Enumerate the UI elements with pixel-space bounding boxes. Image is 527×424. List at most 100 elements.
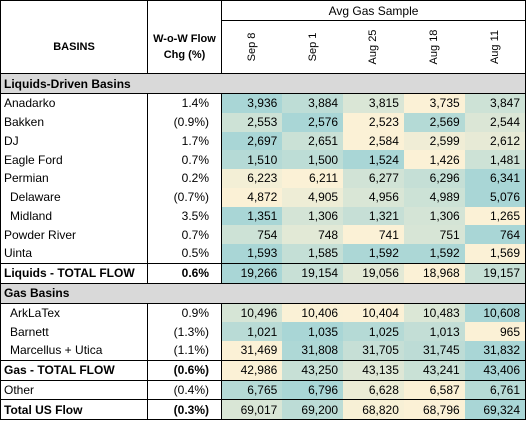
section-gas: Gas Basins bbox=[0, 282, 527, 304]
basin-row: Midland 3.5% 1,351 1,306 1,321 1,306 1,265 bbox=[0, 206, 527, 226]
wow-header-line1: W-o-W Flow bbox=[153, 32, 216, 45]
basin-row: Barnett (1.3%) 1,021 1,035 1,025 1,013 965 bbox=[0, 322, 527, 341]
wow-header: W-o-W Flow Chg (%) bbox=[147, 20, 222, 74]
basin-name: Delaware bbox=[0, 187, 148, 207]
flow-value: 10,404 bbox=[343, 303, 404, 323]
basin-name: Uinta bbox=[0, 244, 148, 264]
basin-name: Total US Flow bbox=[0, 399, 148, 420]
flow-value: 19,266 bbox=[221, 262, 283, 284]
flow-value: 6,341 bbox=[464, 169, 527, 188]
flow-value: 43,250 bbox=[282, 359, 344, 381]
basin-row: Marcellus + Utica (1.1%) 31,469 31,808 31,70… bbox=[0, 341, 527, 361]
wow-change: (1.3%) bbox=[147, 322, 222, 341]
flow-value: 10,483 bbox=[403, 303, 465, 323]
flow-value: 1,013 bbox=[403, 322, 465, 341]
flow-value: 4,905 bbox=[282, 187, 344, 207]
date-header-3: Aug 18 bbox=[403, 20, 465, 74]
flow-value: 1,510 bbox=[221, 150, 283, 169]
flow-value: 4,956 bbox=[343, 187, 404, 207]
flow-value: 6,765 bbox=[221, 380, 283, 401]
flow-value: 1,021 bbox=[221, 322, 283, 341]
flow-value: 3,847 bbox=[464, 93, 527, 113]
flow-value: 1,265 bbox=[464, 206, 527, 226]
flow-value: 2,599 bbox=[403, 131, 465, 151]
date-header-4: Aug 11 bbox=[464, 20, 527, 74]
section-liquids: Liquids-Driven Basins bbox=[0, 73, 527, 94]
basin-name: DJ bbox=[0, 131, 148, 151]
flow-value: 1,481 bbox=[464, 150, 527, 169]
flow-value: 754 bbox=[221, 225, 283, 244]
basin-row: Eagle Ford 0.7% 1,510 1,500 1,524 1,426 1,481 bbox=[0, 150, 527, 169]
header-blank-2 bbox=[147, 0, 222, 21]
flow-value: 19,154 bbox=[282, 262, 344, 284]
flow-value: 1,593 bbox=[221, 244, 283, 264]
flow-value: 6,796 bbox=[282, 380, 344, 401]
basin-row: Anadarko 1.4% 3,936 3,884 3,815 3,735 3,847 bbox=[0, 93, 527, 113]
flow-value: 69,324 bbox=[464, 399, 527, 420]
flow-value: 42,986 bbox=[221, 359, 283, 381]
flow-value: 2,553 bbox=[221, 112, 283, 132]
flow-value: 31,469 bbox=[221, 341, 283, 361]
date-header-2: Aug 25 bbox=[343, 20, 404, 74]
wow-change: (0.9%) bbox=[147, 112, 222, 132]
flow-value: 1,035 bbox=[282, 322, 344, 341]
total-row: Total US Flow (0.3%) 69,017 69,200 68,820 68,… bbox=[0, 399, 527, 420]
flow-value: 2,576 bbox=[282, 112, 344, 132]
basin-name: Permian bbox=[0, 169, 148, 188]
flow-value: 6,587 bbox=[403, 380, 465, 401]
basin-row: Powder River 0.7% 754 748 741 751 764 bbox=[0, 225, 527, 244]
flow-value: 1,500 bbox=[282, 150, 344, 169]
wow-change: 3.5% bbox=[147, 206, 222, 226]
flow-value: 1,351 bbox=[221, 206, 283, 226]
total-row: Gas - TOTAL FLOW (0.6%) 42,986 43,250 43,135… bbox=[0, 359, 527, 381]
flow-value: 6,761 bbox=[464, 380, 527, 401]
basin-name: Barnett bbox=[0, 322, 148, 341]
wow-change: (0.4%) bbox=[147, 380, 222, 401]
flow-value: 10,406 bbox=[282, 303, 344, 323]
flow-value: 1,585 bbox=[282, 244, 344, 264]
flow-value: 3,735 bbox=[403, 93, 465, 113]
flow-value: 3,884 bbox=[282, 93, 344, 113]
flow-value: 2,612 bbox=[464, 131, 527, 151]
basin-row: ArkLaTex 0.9% 10,496 10,406 10,404 10,483 10,6… bbox=[0, 303, 527, 323]
flow-value: 1,426 bbox=[403, 150, 465, 169]
wow-change: 0.9% bbox=[147, 303, 222, 323]
flow-value: 1,524 bbox=[343, 150, 404, 169]
flow-value: 1,321 bbox=[343, 206, 404, 226]
flow-value: 68,796 bbox=[403, 399, 465, 420]
flow-value: 31,808 bbox=[282, 341, 344, 361]
date-header-0: Sep 8 bbox=[221, 20, 283, 74]
flow-value: 741 bbox=[343, 225, 404, 244]
wow-change: (0.7%) bbox=[147, 187, 222, 207]
flow-value: 31,745 bbox=[403, 341, 465, 361]
flow-value: 43,406 bbox=[464, 359, 527, 381]
basin-name: ArkLaTex bbox=[0, 303, 148, 323]
basin-name: Gas - TOTAL FLOW bbox=[0, 359, 148, 381]
flow-value: 748 bbox=[282, 225, 344, 244]
wow-change: (1.1%) bbox=[147, 341, 222, 361]
flow-value: 69,017 bbox=[221, 399, 283, 420]
basin-name: Midland bbox=[0, 206, 148, 226]
basin-row: DJ 1.7% 2,697 2,651 2,584 2,599 2,612 bbox=[0, 131, 527, 151]
total-row: Liquids - TOTAL FLOW 0.6% 19,266 19,154 19,0… bbox=[0, 262, 527, 284]
flow-value: 1,306 bbox=[403, 206, 465, 226]
wow-change: 0.7% bbox=[147, 225, 222, 244]
wow-change: 0.6% bbox=[147, 262, 222, 284]
flow-value: 31,832 bbox=[464, 341, 527, 361]
flow-value: 2,651 bbox=[282, 131, 344, 151]
wow-change: 0.5% bbox=[147, 244, 222, 264]
basin-name: Marcellus + Utica bbox=[0, 341, 148, 361]
flow-value: 6,211 bbox=[282, 169, 344, 188]
basin-row: Bakken (0.9%) 2,553 2,576 2,523 2,569 2,544 bbox=[0, 112, 527, 132]
basin-name: Eagle Ford bbox=[0, 150, 148, 169]
flow-value: 6,277 bbox=[343, 169, 404, 188]
wow-header-line2: Chg (%) bbox=[163, 48, 206, 61]
flow-value: 10,608 bbox=[464, 303, 527, 323]
flow-value: 5,076 bbox=[464, 187, 527, 207]
flow-value: 10,496 bbox=[221, 303, 283, 323]
flow-value: 2,523 bbox=[343, 112, 404, 132]
flow-value: 18,968 bbox=[403, 262, 465, 284]
wow-change: (0.3%) bbox=[147, 399, 222, 420]
flow-value: 6,296 bbox=[403, 169, 465, 188]
